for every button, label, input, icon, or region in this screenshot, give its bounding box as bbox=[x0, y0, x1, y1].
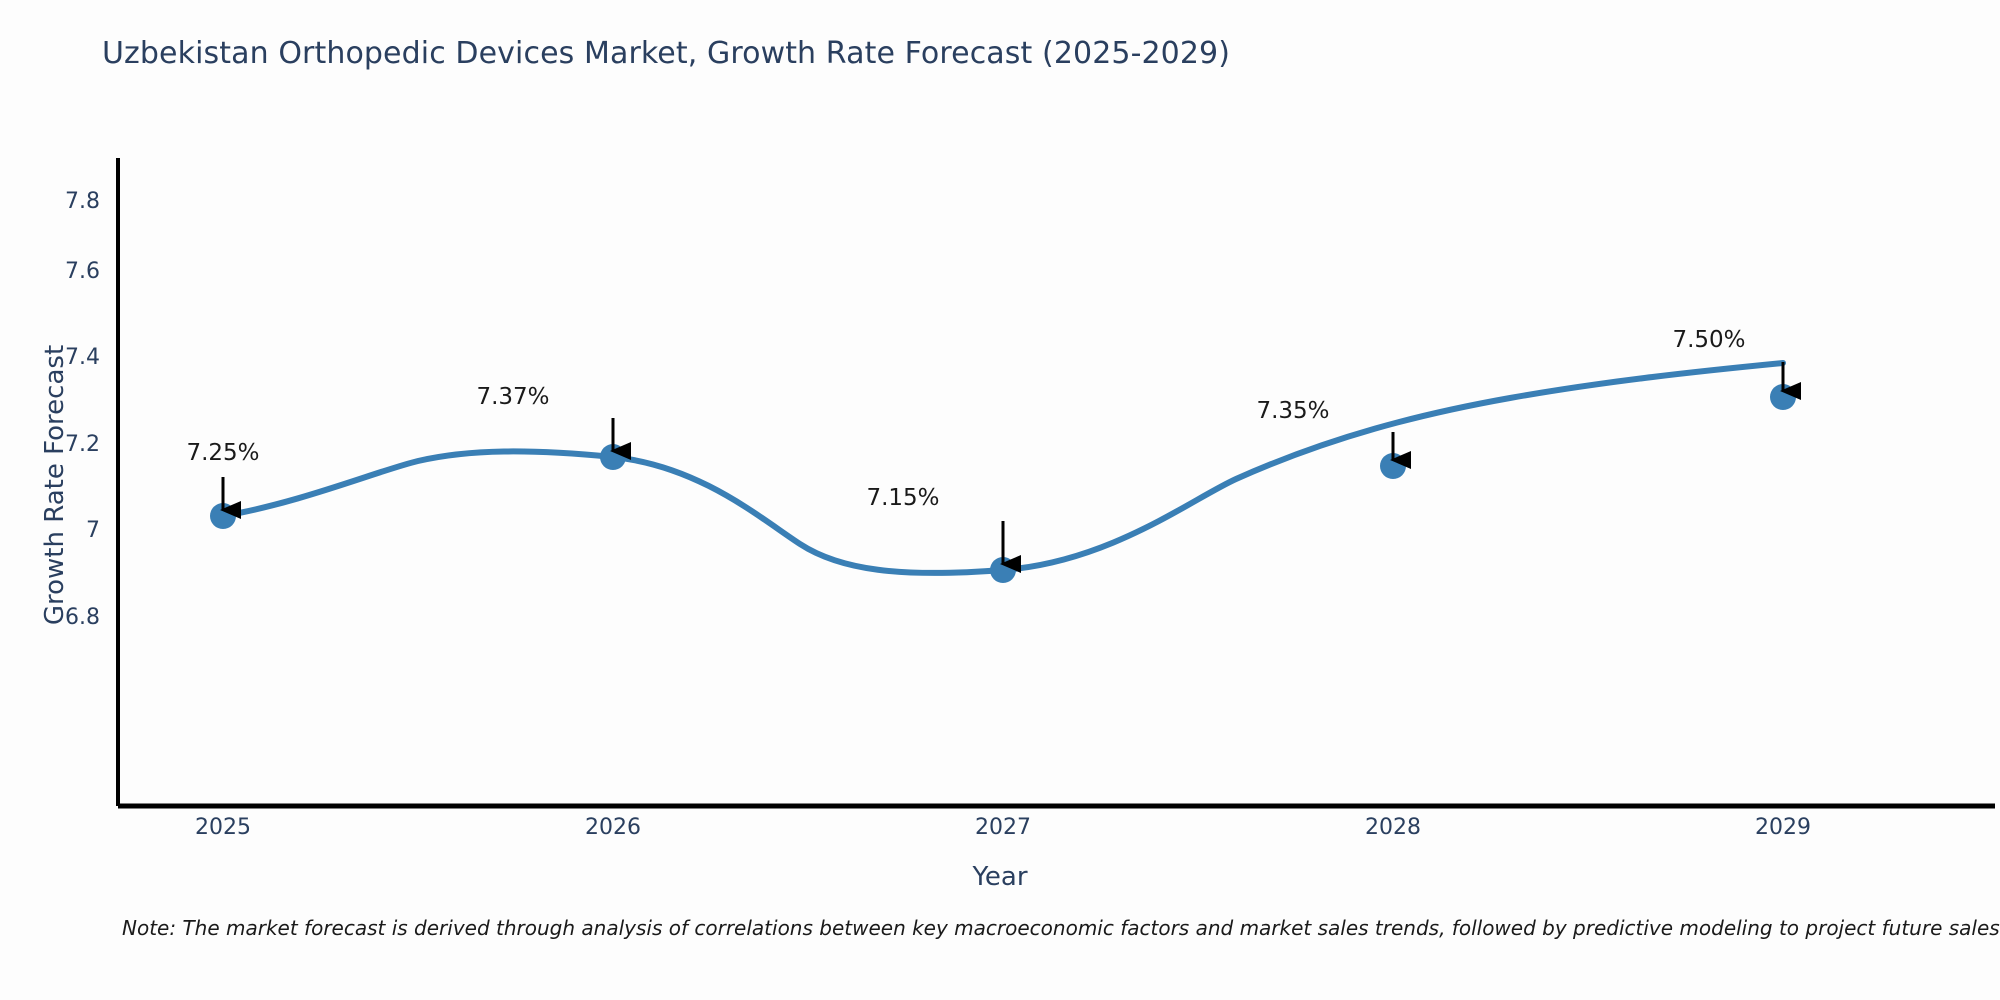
y-tick-label: 7.2 bbox=[65, 432, 100, 457]
x-axis-title: Year bbox=[972, 862, 1028, 892]
y-tick-label: 7 bbox=[86, 518, 100, 543]
data-point-label: 7.25% bbox=[186, 440, 260, 466]
x-tick-label: 2027 bbox=[975, 815, 1031, 840]
data-point-label: 7.35% bbox=[1256, 398, 1330, 424]
y-tick-label: 6.8 bbox=[65, 605, 100, 630]
y-tick-label: 7.6 bbox=[65, 259, 100, 284]
data-point-label: 7.37% bbox=[476, 384, 550, 410]
x-tick-label: 2028 bbox=[1365, 815, 1421, 840]
chart-title: Uzbekistan Orthopedic Devices Market, Gr… bbox=[102, 36, 1231, 71]
data-line-series bbox=[220, 360, 1786, 576]
x-tick-label: 2026 bbox=[585, 815, 641, 840]
data-point-label: 7.15% bbox=[866, 485, 940, 511]
x-tick-label: 2025 bbox=[195, 815, 251, 840]
data-point-label: 7.50% bbox=[1672, 327, 1746, 353]
y-tick-label: 7.8 bbox=[65, 189, 100, 214]
x-tick-label: 2029 bbox=[1755, 815, 1811, 840]
footnote-text: Note: The market forecast is derived thr… bbox=[122, 916, 2000, 940]
y-tick-label: 7.4 bbox=[65, 345, 100, 370]
